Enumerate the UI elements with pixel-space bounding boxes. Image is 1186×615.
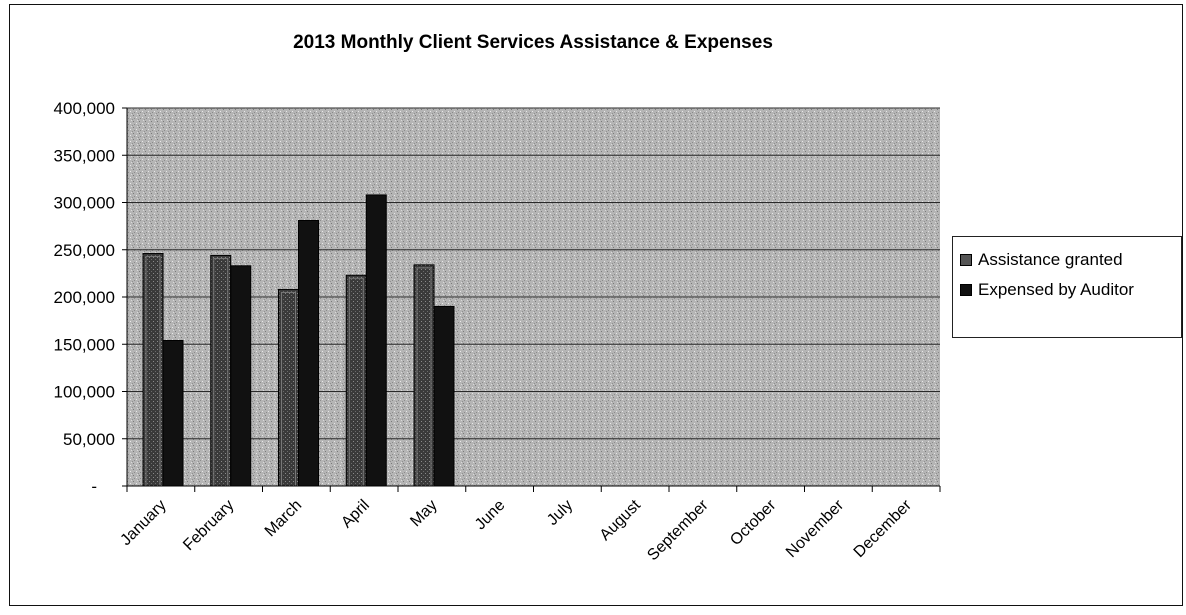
gridlines: [127, 107, 940, 440]
y-tick-label: 150,000: [54, 335, 115, 354]
bar-expensed-march: [298, 219, 319, 487]
bars-group: [142, 194, 455, 487]
bar-expensed-april: [365, 194, 387, 487]
y-tick-label: 300,000: [54, 194, 115, 213]
x-tick-label-april: April: [338, 497, 373, 532]
x-tick-label-january: January: [117, 497, 169, 549]
x-tick-label-july: July: [544, 497, 576, 529]
x-tick-label-june: June: [472, 497, 509, 534]
y-tick-label: 350,000: [54, 146, 115, 165]
y-tick-label: 100,000: [54, 383, 115, 402]
y-tick-labels: - 50,000 100,000 150,000 200,000 250,000 300,0…: [54, 99, 115, 496]
x-tick-labels: January February March April May June July Augu…: [117, 496, 915, 564]
legend: Assistance granted Expensed by Auditor: [952, 236, 1182, 338]
legend-swatch-assistance: [960, 254, 972, 266]
x-tick-label-october: October: [727, 496, 780, 549]
x-tick-label-february: February: [180, 497, 237, 554]
chart-frame: [9, 4, 1183, 606]
legend-item-assistance: Assistance granted: [960, 245, 1181, 275]
legend-swatch-expensed: [960, 284, 972, 296]
bar-expensed-february: [230, 265, 252, 487]
x-tick-label-november: November: [783, 496, 848, 561]
y-tick-label: 50,000: [63, 430, 115, 449]
bar-expensed-may: [433, 305, 455, 487]
x-tick-label-september: September: [644, 496, 712, 564]
y-tick-label: 200,000: [54, 288, 115, 307]
axes: [122, 107, 941, 492]
chart-title: 2013 Monthly Client Services Assistance …: [293, 32, 773, 53]
legend-item-expensed: Expensed by Auditor: [960, 275, 1181, 305]
y-tick-label: 400,000: [54, 99, 115, 118]
x-tick-label-march: March: [262, 497, 305, 540]
x-tick-label-may: May: [407, 497, 440, 530]
x-tick-label-august: August: [597, 496, 645, 544]
y-tick-label: 250,000: [54, 241, 115, 260]
legend-label-expensed: Expensed by Auditor: [978, 280, 1134, 299]
bar-expensed-january: [162, 339, 184, 487]
x-tick-label-december: December: [851, 496, 916, 561]
legend-label-assistance: Assistance granted: [978, 250, 1123, 269]
y-tick-label: -: [91, 477, 97, 496]
